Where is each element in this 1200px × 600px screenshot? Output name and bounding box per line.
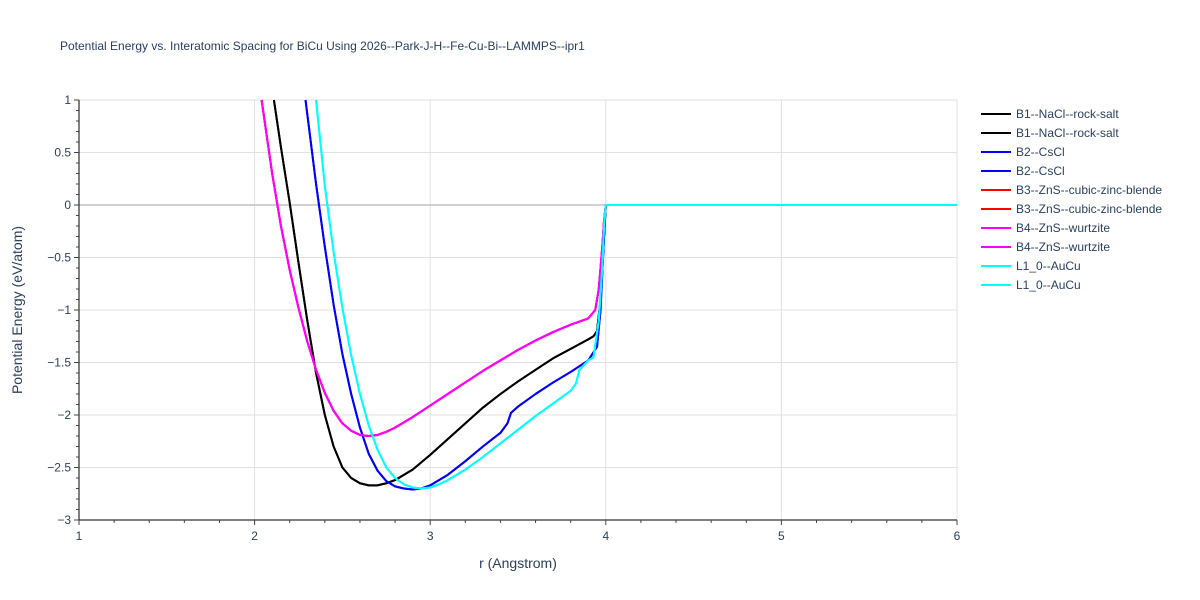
legend-item[interactable]: B3--ZnS--cubic-zinc-blende — [981, 183, 1162, 197]
legend-label: B2--CsCl — [1016, 164, 1065, 178]
legend-label: B3--ZnS--cubic-zinc-blende — [1016, 202, 1162, 216]
series-line — [304, 99, 957, 491]
legend-item[interactable]: B3--ZnS--cubic-zinc-blende — [981, 202, 1162, 216]
x-axis-title: r (Angstrom) — [479, 555, 557, 571]
axes: 1 2 3 4 5 6 1 0.5 0 −0.5 −1 −1.5 −2 −2.5 −3 — [47, 93, 960, 543]
legend-label: L1_0--AuCu — [1016, 278, 1081, 292]
legend[interactable]: B1--NaCl--rock-salt B1--NaCl--rock-salt B2… — [981, 107, 1162, 292]
series-line — [315, 99, 957, 490]
legend-item[interactable]: B1--NaCl--rock-salt — [981, 126, 1119, 140]
y-tick-label: 1 — [64, 93, 71, 107]
legend-label: B1--NaCl--rock-salt — [1016, 126, 1119, 140]
y-tick-label: −1.5 — [47, 356, 71, 370]
x-tick-label: 6 — [954, 529, 961, 543]
legend-item[interactable]: B1--NaCl--rock-salt — [981, 107, 1119, 121]
x-tick-label: 5 — [778, 529, 785, 543]
legend-item[interactable]: L1_0--AuCu — [981, 259, 1081, 273]
legend-item[interactable]: B2--CsCl — [981, 145, 1065, 159]
y-tick-label: 0 — [64, 198, 71, 212]
series-line — [304, 99, 957, 491]
legend-label: B1--NaCl--rock-salt — [1016, 107, 1119, 121]
y-axis-title: Potential Energy (eV/atom) — [9, 226, 25, 394]
x-tick-label: 4 — [602, 529, 609, 543]
series-line — [260, 99, 957, 437]
series-line — [260, 99, 957, 437]
series-line — [272, 99, 957, 487]
legend-label: L1_0--AuCu — [1016, 259, 1081, 273]
y-tick-label: 0.5 — [54, 146, 71, 160]
series-line — [315, 99, 957, 490]
x-tick-label: 1 — [76, 529, 83, 543]
series-line — [272, 99, 957, 487]
legend-item[interactable]: B4--ZnS--wurtzite — [981, 240, 1110, 254]
x-tick-label: 2 — [251, 529, 258, 543]
legend-label: B4--ZnS--wurtzite — [1016, 221, 1110, 235]
y-tick-label: −1 — [57, 303, 71, 317]
series-layer — [260, 99, 957, 491]
grid — [79, 99, 958, 521]
y-tick-label: −2 — [57, 408, 71, 422]
series-line — [260, 99, 957, 437]
series-line — [260, 99, 957, 437]
y-tick-label: −0.5 — [47, 251, 71, 265]
y-tick-label: −3 — [57, 513, 71, 527]
legend-label: B4--ZnS--wurtzite — [1016, 240, 1110, 254]
chart-title: Potential Energy vs. Interatomic Spacing… — [60, 39, 585, 53]
legend-item[interactable]: L1_0--AuCu — [981, 278, 1081, 292]
x-tick-label: 3 — [427, 529, 434, 543]
y-tick-label: −2.5 — [47, 461, 71, 475]
legend-item[interactable]: B4--ZnS--wurtzite — [981, 221, 1110, 235]
legend-label: B3--ZnS--cubic-zinc-blende — [1016, 183, 1162, 197]
legend-label: B2--CsCl — [1016, 145, 1065, 159]
legend-item[interactable]: B2--CsCl — [981, 164, 1065, 178]
